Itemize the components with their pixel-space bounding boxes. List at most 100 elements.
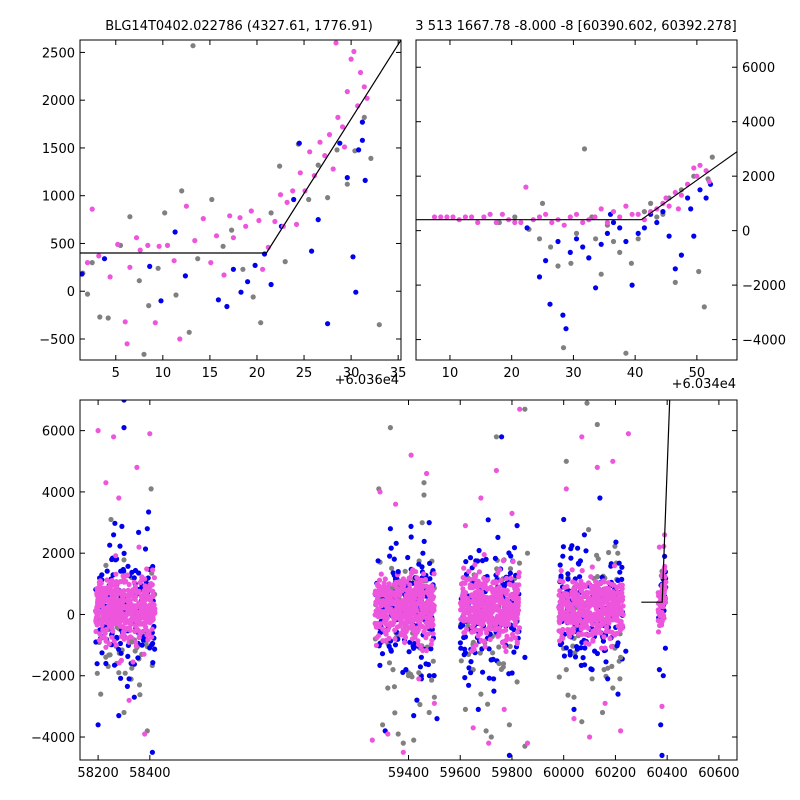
- outlier-point: [610, 685, 616, 691]
- season-point: [109, 634, 115, 640]
- season-point: [606, 586, 612, 592]
- data-point: [101, 256, 108, 262]
- season-point: [508, 553, 514, 559]
- outlier-point: [522, 406, 528, 412]
- data-point: [272, 218, 278, 225]
- season-point: [145, 584, 151, 590]
- season-point: [382, 576, 388, 582]
- data-point: [361, 84, 367, 90]
- season-point: [103, 644, 109, 650]
- data-point: [694, 173, 700, 179]
- data-point: [678, 187, 685, 193]
- season-point: [150, 660, 156, 666]
- x-tick-label: 10: [155, 366, 172, 381]
- outlier-point: [659, 703, 665, 710]
- season-point: [569, 605, 575, 611]
- x-tick-label: 60200: [595, 766, 636, 781]
- season-point: [475, 633, 481, 639]
- outlier-point: [493, 434, 499, 440]
- season-point: [113, 602, 119, 608]
- season-point: [616, 560, 622, 566]
- season-point: [606, 549, 612, 556]
- season-point: [495, 534, 501, 541]
- data-point: [284, 199, 290, 205]
- data-point: [362, 177, 368, 183]
- season-point: [613, 539, 619, 545]
- season-point: [113, 553, 119, 559]
- season-point: [607, 635, 613, 642]
- y-tick-label: 4000: [742, 116, 775, 131]
- season-point: [132, 583, 138, 590]
- outlier-point: [385, 685, 391, 691]
- season-point: [595, 556, 601, 562]
- data-point: [252, 262, 258, 268]
- data-point: [208, 260, 214, 266]
- season-point: [511, 626, 517, 633]
- season-point: [102, 595, 108, 601]
- data-point: [229, 227, 235, 233]
- season-point: [387, 553, 393, 559]
- season-point: [461, 611, 467, 618]
- bottom-panel: 58200 58400 59400 59600 59800 60000 60200 60400…: [31, 399, 740, 781]
- outlier-point: [506, 752, 512, 759]
- season-point: [480, 621, 486, 628]
- data-point: [340, 124, 346, 130]
- data-point: [361, 114, 367, 120]
- season-point: [512, 608, 518, 614]
- season-point: [97, 619, 103, 625]
- season-point: [661, 568, 667, 574]
- y-tick-label: −500: [39, 333, 75, 348]
- season-point: [418, 616, 424, 622]
- outlier-point: [587, 734, 593, 740]
- outlier-point: [98, 691, 104, 697]
- season-point: [662, 595, 668, 601]
- season-point: [109, 556, 115, 563]
- season-point: [469, 648, 475, 654]
- season-point: [503, 648, 509, 655]
- season-point: [102, 630, 108, 636]
- data-point: [84, 260, 91, 266]
- top-left-axes-frame: [79, 39, 402, 361]
- season-point: [137, 621, 143, 627]
- data-point: [186, 329, 192, 335]
- outlier-point: [408, 452, 414, 458]
- season-point: [145, 637, 151, 643]
- season-point: [126, 581, 132, 588]
- season-point: [405, 618, 411, 625]
- season-point: [475, 558, 481, 564]
- season-point: [406, 592, 412, 599]
- season-point: [565, 576, 571, 582]
- season-point: [397, 623, 403, 629]
- season-point: [566, 633, 573, 639]
- outlier-point: [478, 495, 484, 501]
- data-point: [560, 345, 567, 351]
- x-tick-label: 59800: [491, 766, 532, 781]
- season-point: [372, 588, 379, 594]
- season-point: [94, 661, 100, 667]
- data-point: [190, 43, 196, 49]
- outlier-point: [116, 670, 122, 676]
- season-point: [420, 591, 426, 598]
- season-point: [385, 627, 391, 633]
- data-point: [334, 147, 340, 153]
- data-point: [536, 236, 543, 242]
- season-point: [491, 593, 497, 599]
- season-point: [598, 622, 605, 629]
- season-point: [483, 595, 489, 601]
- data-point: [481, 214, 487, 220]
- season-point: [582, 645, 588, 651]
- season-point: [504, 616, 510, 622]
- outlier-point: [506, 722, 512, 728]
- data-point: [227, 213, 233, 219]
- data-point: [80, 271, 85, 277]
- outlier-point: [488, 734, 494, 740]
- season-point: [508, 582, 514, 588]
- season-point: [127, 634, 134, 640]
- data-point: [560, 312, 566, 318]
- season-point: [123, 627, 129, 633]
- data-point: [444, 214, 450, 220]
- season-point: [461, 652, 467, 658]
- season-point: [484, 611, 490, 617]
- season-point: [429, 677, 435, 683]
- season-point: [375, 558, 381, 564]
